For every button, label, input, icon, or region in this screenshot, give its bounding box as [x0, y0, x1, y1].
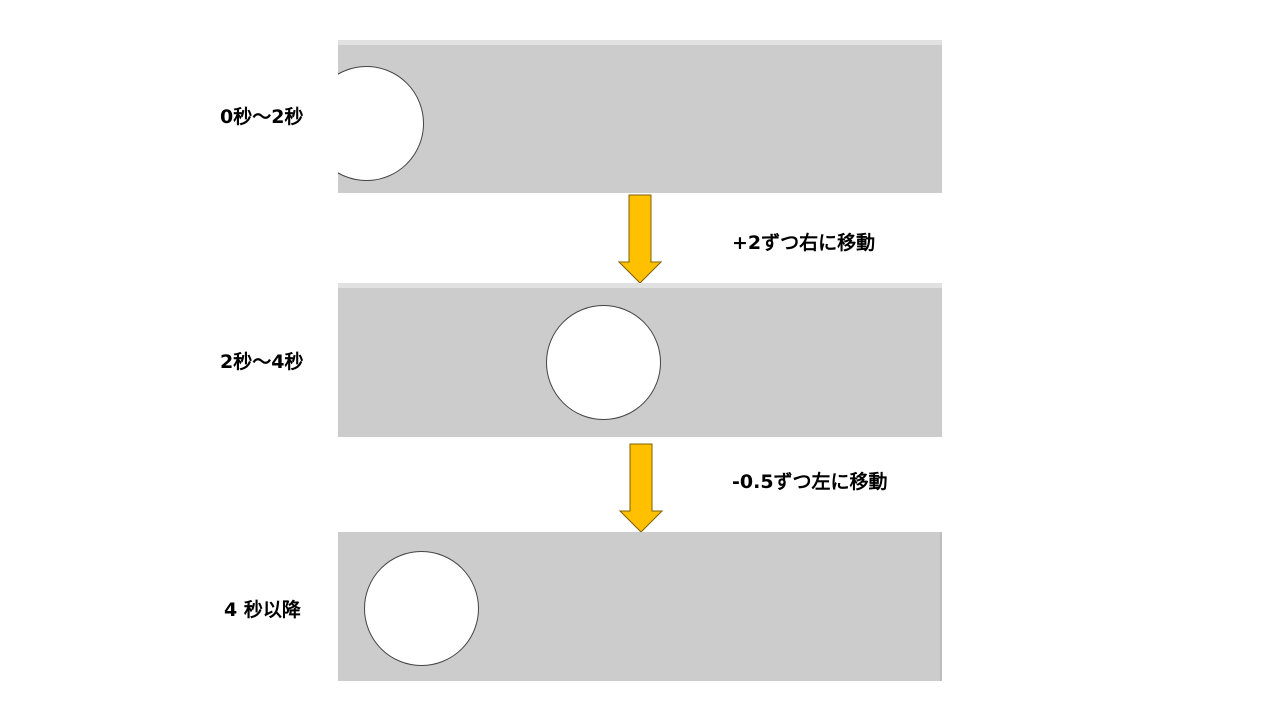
stage-panel-0-2s [338, 40, 942, 193]
transition-label-move-left: -0.5ずつ左に移動 [732, 471, 888, 493]
panel-right-edge [940, 532, 942, 681]
stage-label-after-4s: 4 秒以降 [224, 599, 301, 621]
transition-label-move-right: +2ずつ右に移動 [732, 232, 876, 254]
down-arrow-2 [618, 443, 664, 533]
ball-circle [364, 551, 479, 666]
down-arrow-1 [617, 194, 663, 284]
panel-top-edge [338, 283, 942, 288]
ball-circle [338, 66, 424, 181]
stage-label-2-4s: 2秒〜4秒 [220, 351, 304, 373]
stage-panel-after-4s [338, 532, 942, 681]
ball-circle [546, 305, 661, 420]
stage-panel-2-4s [338, 283, 942, 437]
panel-top-edge [338, 40, 942, 45]
stage-label-0-2s: 0秒〜2秒 [220, 106, 304, 128]
